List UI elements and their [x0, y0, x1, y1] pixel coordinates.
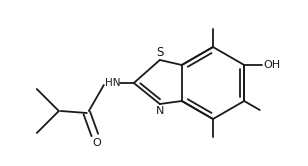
Text: S: S: [156, 45, 164, 58]
Text: N: N: [156, 106, 164, 116]
Text: O: O: [92, 138, 101, 148]
Text: OH: OH: [264, 60, 281, 70]
Text: HN: HN: [105, 78, 120, 88]
